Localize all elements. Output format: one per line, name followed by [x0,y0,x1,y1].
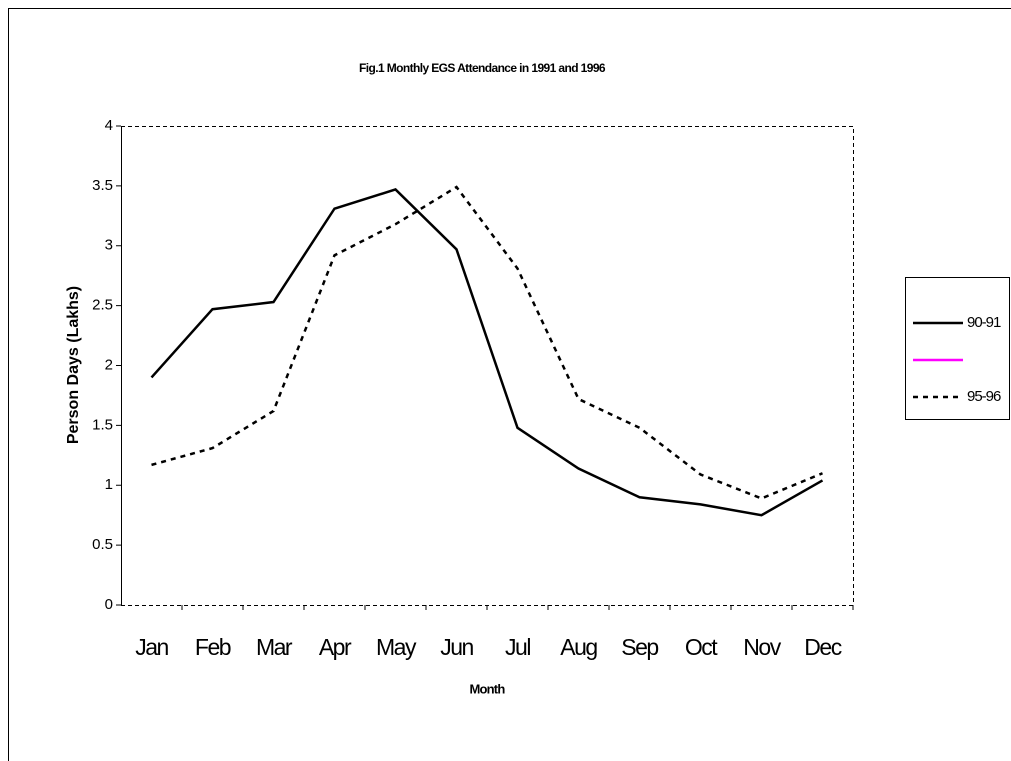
y-tick-label: 2.5 [92,297,113,314]
line-series [151,185,823,500]
legend [905,277,1010,420]
chart-title: Fig.1 Monthly EGS Attendance in 1991 and… [359,61,606,75]
x-tick-label: Jan [135,634,168,660]
legend-label: 95-96 [967,388,1001,405]
y-tick-label: 0.5 [92,536,113,553]
x-tick-label: May [376,634,417,660]
x-tick-label: Jul [505,634,530,660]
y-tick-label: 1.5 [92,416,113,433]
y-tick-label: 2 [105,356,113,373]
y-tick-label: 3 [105,237,113,254]
plot-border [121,126,854,605]
x-tick-label: Oct [685,634,718,660]
x-tick-label: Apr [319,634,352,660]
y-axis-label: Person Days (Lakhs) [65,286,82,444]
chart-border [8,8,1011,761]
y-tick-label: 3.5 [92,177,113,194]
y-tick-label: 1 [105,476,113,493]
x-axis-label: Month [470,681,506,696]
x-tick-label: Jun [440,634,473,660]
y-tick-label: 0 [105,596,113,613]
x-tick-label: Dec [804,634,841,660]
x-tick-label: Mar [256,634,293,660]
line-series [150,188,824,517]
x-tick-label: Nov [743,634,781,660]
x-tick-label: Feb [195,634,231,660]
y-tick-label: 4 [105,117,113,134]
legend-label: 90-91 [967,314,1001,331]
x-tick-label: Aug [560,634,597,660]
x-tick-label: Sep [621,634,658,660]
